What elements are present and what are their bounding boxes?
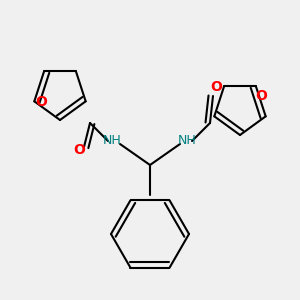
Text: NH: NH	[103, 134, 122, 148]
Text: O: O	[35, 95, 47, 110]
Text: O: O	[256, 89, 268, 103]
Text: O: O	[210, 80, 222, 94]
Text: NH: NH	[178, 134, 197, 148]
Text: O: O	[74, 143, 86, 157]
